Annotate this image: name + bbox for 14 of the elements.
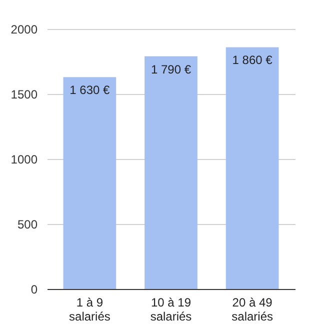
bar (63, 77, 116, 289)
bar (144, 56, 198, 289)
y-tick-label: 1500 (10, 88, 38, 102)
y-tick-label: 1000 (10, 152, 38, 166)
x-tick-label: 10 à 19 salariés (150, 296, 192, 324)
data-label: 1 790 € (150, 62, 192, 76)
x-tick-label: 20 à 49 salariés (232, 296, 273, 324)
bar (226, 47, 279, 289)
x-tick-label: 1 à 9 salariés (69, 296, 110, 324)
y-tick-label: 2000 (10, 22, 38, 36)
data-label: 1 630 € (70, 83, 110, 98)
y-tick-label: 500 (17, 218, 38, 232)
data-label: 1 860 € (232, 53, 273, 68)
y-tick-label: 0 (30, 282, 38, 296)
